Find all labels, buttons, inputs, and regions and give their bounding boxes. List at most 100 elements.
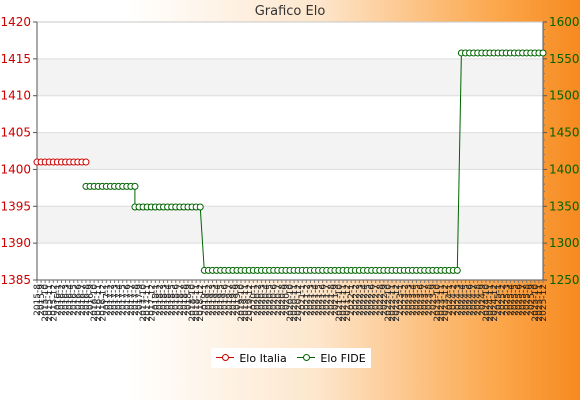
x-axis-tick-label: 2023-12: [441, 284, 451, 322]
x-axis-tick-label: 2024-2: [449, 284, 459, 316]
x-axis-tick-label: 2016-3: [62, 284, 72, 316]
x-axis-tick-label: 2016-2: [57, 284, 67, 316]
x-axis-tick-label: 2016-8: [82, 284, 92, 316]
x-axis-tick-label: 2019-2: [204, 284, 214, 316]
grid-band: [37, 132, 543, 170]
x-axis-tick-label: 2016-4: [66, 284, 76, 316]
x-axis-tick-label: 2017-7: [127, 284, 137, 316]
right-axis-tick-label: 1450: [549, 126, 580, 140]
x-axis-tick-label: 2020-5: [266, 284, 276, 316]
x-axis-tick-label: 2022-6: [368, 284, 378, 316]
x-axis-tick-label: 2022-10: [384, 284, 394, 322]
x-axis-tick-label: 2017-3: [111, 284, 121, 316]
left-axis-tick-label: 1385: [0, 273, 31, 287]
x-axis-tick-label: 2022-1: [347, 284, 357, 316]
x-axis-tick-label: 2021-11: [339, 284, 349, 322]
x-axis-tick-label: 2018-1: [151, 284, 161, 316]
x-axis-tick-label: 2023-11: [437, 284, 447, 322]
x-axis-tick-label: 2017-2: [106, 284, 116, 316]
x-axis-tick-label: 2025-2: [498, 284, 508, 316]
x-axis-tick-label: 2016-11: [94, 284, 104, 322]
x-axis-tick-label: 2017-10: [139, 284, 149, 322]
x-axis-tick-label: 2021-8: [327, 284, 337, 316]
x-axis-tick-label: 2015-8: [33, 284, 43, 316]
x-axis-tick-label: 2017-1: [102, 284, 112, 316]
x-axis-tick-label: 2017-6: [123, 284, 133, 316]
x-axis-tick-label: 2016-7: [78, 284, 88, 316]
x-axis-tick-label: 2017-9: [135, 284, 145, 316]
x-axis-tick-label: 2020-8: [278, 284, 288, 316]
x-axis-tick-label: 2021-9: [331, 284, 341, 316]
x-axis-tick-label: 2018-6: [172, 284, 182, 316]
left-axis-tick-label: 1395: [0, 199, 31, 213]
x-axis-tick-label: 2021-7: [323, 284, 333, 316]
x-axis-tick-label: 2024-5: [461, 284, 471, 316]
right-axis-tick-label: 1550: [549, 52, 580, 66]
grid-band: [37, 206, 543, 244]
x-axis-tick-label: 2025-10: [531, 284, 541, 322]
x-axis-tick-label: 2023-5: [413, 284, 423, 316]
x-axis-tick-label: 2019-5: [217, 284, 227, 316]
x-axis-tick-label: 2019-11: [241, 284, 251, 322]
x-axis-tick-label: 2018-3: [160, 284, 170, 316]
x-axis-tick-label: 2019-6: [221, 284, 231, 316]
x-axis-tick-label: 2023-9: [429, 284, 439, 316]
x-axis-tick-label: 2024-1: [445, 284, 455, 316]
x-axis-tick-label: 2023-1: [396, 284, 406, 316]
x-axis-tick-label: 2018-7: [176, 284, 186, 316]
x-axis-tick-label: 2019-4: [213, 284, 223, 316]
x-axis-tick-label: 2022-5: [364, 284, 374, 316]
x-axis-tick-label: 2024-7: [470, 284, 480, 316]
x-axis-tick-label: 2016-5: [70, 284, 80, 316]
right-axis-tick-label: 1350: [549, 199, 580, 213]
x-axis-tick-label: 2022-4: [359, 284, 369, 316]
x-axis-tick-label: 2024-3: [453, 284, 463, 316]
x-axis-tick-label: 2024-4: [457, 284, 467, 316]
x-axis-tick-label: 2020-1: [249, 284, 259, 316]
left-axis-tick-label: 1405: [0, 126, 31, 140]
data-point-elo-fide: [131, 182, 139, 190]
x-axis-tick-label: 2017-12: [147, 284, 157, 322]
x-axis-tick-label: 2016-12: [98, 284, 108, 322]
x-axis-tick-label: 2021-5: [315, 284, 325, 316]
x-axis-tick-label: 2022-7: [372, 284, 382, 316]
data-point-elo-fide: [453, 266, 461, 274]
legend-item-elo-fide: Elo FIDE: [297, 351, 366, 365]
x-axis-tick-label: 2022-11: [388, 284, 398, 322]
x-axis-tick-label: 2018-4: [164, 284, 174, 316]
x-axis-tick-label: 2020-4: [262, 284, 272, 316]
legend-marker-elo-fide: [297, 353, 316, 363]
x-axis-tick-label: 2019-9: [233, 284, 243, 316]
x-axis-tick-label: 2019-1: [200, 284, 210, 316]
x-axis-tick-label: 2022-12: [392, 284, 402, 322]
x-axis-tick-label: 2025-9: [527, 284, 537, 316]
x-axis-tick-label: 2020-11: [290, 284, 300, 322]
legend-item-elo-italia: Elo Italia: [216, 351, 287, 365]
x-axis-tick-label: 2020-2: [253, 284, 263, 316]
x-axis-tick-label: 2018-11: [192, 284, 202, 322]
legend-label-elo-fide: Elo FIDE: [320, 351, 366, 365]
x-axis-tick-label: 2023-2: [400, 284, 410, 316]
x-axis-tick-label: 2023-6: [417, 284, 427, 316]
x-axis-tick-label: 2020-7: [274, 284, 284, 316]
x-axis-tick-label: 2021-2: [302, 284, 312, 316]
x-axis-tick-label: 2025-6: [515, 284, 525, 316]
x-axis-tick-label: 2015-9: [37, 284, 47, 316]
x-axis-tick-label: 2023-3: [404, 284, 414, 316]
x-axis-tick-label: 2015-11: [45, 284, 55, 322]
x-axis-tick-label: 2024-8: [474, 284, 484, 316]
x-axis-tick-label: 2025-4: [506, 284, 516, 316]
x-axis-tick-label: 2024-9: [478, 284, 488, 316]
x-axis-tick-label: 2020-6: [270, 284, 280, 316]
x-axis-tick-label: 2025-1: [494, 284, 504, 316]
x-axis-tick-label: 2018-9: [184, 284, 194, 316]
x-axis-tick-label: 2024-10: [482, 284, 492, 322]
x-axis-tick-label: 2018-12: [196, 284, 206, 322]
right-axis-tick-label: 1400: [549, 162, 580, 176]
legend-label-elo-italia: Elo Italia: [239, 351, 287, 365]
x-axis-tick-label: 2016-9: [86, 284, 96, 316]
x-axis-tick-label: 2024-11: [486, 284, 496, 322]
x-axis-tick-label: 2024-6: [466, 284, 476, 316]
right-axis-tick-label: 1500: [549, 89, 580, 103]
